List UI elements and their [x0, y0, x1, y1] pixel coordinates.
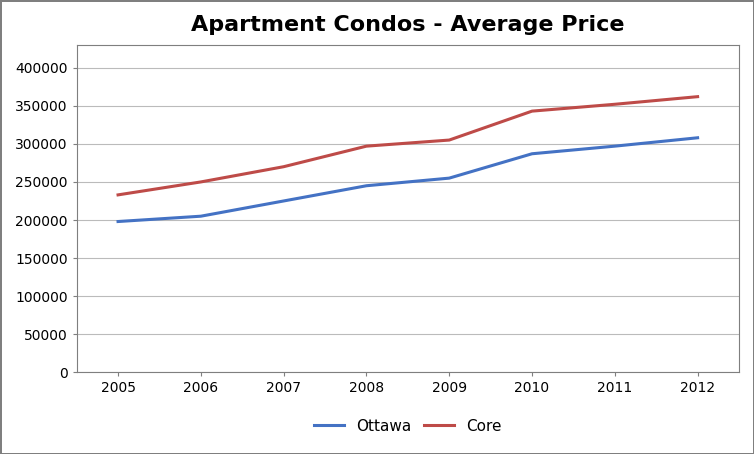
Core: [445, 138, 454, 143]
Line: Core: Core: [118, 97, 697, 195]
Core: [693, 94, 702, 99]
Ottawa: [528, 151, 537, 157]
Line: Ottawa: Ottawa: [118, 138, 697, 222]
Core: [114, 192, 123, 197]
Ottawa: [279, 198, 288, 204]
Core: [279, 164, 288, 169]
Core: [610, 102, 619, 107]
Legend: Ottawa, Core: Ottawa, Core: [314, 419, 502, 434]
Ottawa: [114, 219, 123, 224]
Ottawa: [610, 143, 619, 149]
Ottawa: [693, 135, 702, 140]
Core: [196, 179, 205, 185]
Ottawa: [196, 213, 205, 219]
Ottawa: [445, 175, 454, 181]
Core: [362, 143, 371, 149]
Ottawa: [362, 183, 371, 188]
Title: Apartment Condos - Average Price: Apartment Condos - Average Price: [191, 15, 624, 35]
Core: [528, 109, 537, 114]
